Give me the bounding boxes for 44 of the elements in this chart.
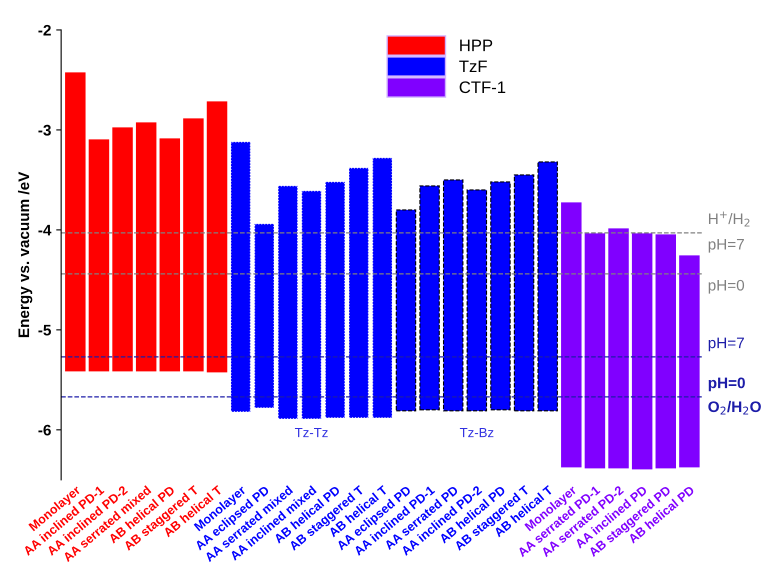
bar bbox=[112, 127, 133, 372]
legend-label: TzF bbox=[459, 60, 487, 72]
bar bbox=[230, 141, 251, 412]
bar bbox=[537, 161, 558, 412]
y-axis-title: Energy vs. vacuum /eV bbox=[18, 172, 32, 338]
legend-label: CTF-1 bbox=[460, 81, 506, 94]
y-tick-label: -4 bbox=[38, 224, 52, 236]
bar bbox=[442, 179, 464, 412]
annotation: Tz-Bz bbox=[460, 428, 494, 438]
bar bbox=[136, 122, 156, 372]
text: pH=7 bbox=[708, 239, 744, 253]
y-tick-label: -5 bbox=[38, 324, 51, 336]
text: H$^{+}$/H$_{2}$ bbox=[708, 211, 750, 227]
bar bbox=[278, 185, 298, 420]
bar bbox=[514, 174, 534, 412]
text: O$_{2}$/H$_{2}$O bbox=[708, 400, 761, 414]
bar bbox=[301, 190, 322, 420]
text: pH=0 bbox=[708, 280, 744, 294]
bar bbox=[65, 72, 86, 372]
text: pH=7 bbox=[708, 338, 744, 352]
bar bbox=[160, 138, 180, 372]
bar bbox=[679, 255, 700, 468]
bar bbox=[254, 223, 275, 408]
bar bbox=[561, 202, 582, 468]
bar bbox=[348, 167, 369, 418]
bar bbox=[490, 181, 511, 410]
bar bbox=[466, 189, 488, 412]
y-tick-label: -2 bbox=[38, 24, 51, 36]
bar bbox=[324, 181, 346, 418]
text: pH=0 bbox=[708, 377, 745, 392]
bar bbox=[396, 209, 416, 412]
bar bbox=[584, 233, 606, 468]
bar bbox=[372, 157, 393, 418]
bar bbox=[632, 233, 652, 470]
bar bbox=[88, 139, 110, 372]
bar bbox=[608, 228, 629, 468]
legend-label: HPP bbox=[460, 40, 492, 52]
y-tick-label: -6 bbox=[38, 424, 51, 436]
annotation: Tz-Tz bbox=[294, 428, 328, 438]
bar bbox=[656, 234, 676, 468]
bar bbox=[206, 101, 228, 372]
y-tick-label: -3 bbox=[38, 124, 51, 136]
bar bbox=[419, 185, 440, 410]
bar bbox=[183, 118, 204, 372]
